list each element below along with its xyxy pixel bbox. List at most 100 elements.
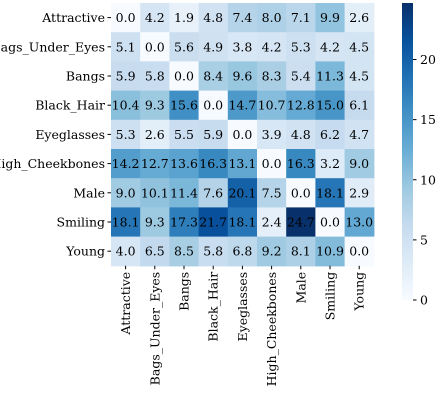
heatmap-cell <box>257 90 287 121</box>
heatmap-cell <box>111 207 141 238</box>
heatmap-cell <box>286 119 316 150</box>
heatmap-cell <box>140 149 170 179</box>
heatmap-cell <box>227 178 258 208</box>
heatmap-cell <box>315 90 346 121</box>
row-label-smiling: Smiling <box>57 215 105 230</box>
cell-value-label: 9.0 <box>349 156 369 171</box>
cell-value-label: 16.3 <box>199 156 227 171</box>
cell-value-label: 18.1 <box>228 215 256 230</box>
heatmap-cell <box>198 149 229 179</box>
heatmap-cell <box>198 3 229 33</box>
cell-value-label: 8.1 <box>291 244 311 259</box>
heatmap-cell <box>286 149 316 179</box>
cell-value-label: 6.1 <box>349 98 369 113</box>
cell-value-label: 10.4 <box>112 98 140 113</box>
colorbar-tick-label: 10 <box>420 172 436 187</box>
column-label-bags-under-eyes: Bags_Under_Eyes <box>147 272 162 386</box>
cell-value-label: 5.9 <box>203 127 223 142</box>
cell-value-label: 5.6 <box>174 39 194 54</box>
heatmap-cell <box>257 3 287 33</box>
row-label-bags-under-eyes: Bags_Under_Eyes <box>0 39 105 54</box>
heatmap-cell <box>140 3 170 33</box>
heatmap-cell <box>344 90 375 121</box>
heatmap-cell <box>286 32 316 62</box>
column-label-black-hair: Black_Hair <box>206 272 221 342</box>
heatmap-cell <box>169 149 200 179</box>
heatmap-cell <box>198 119 229 150</box>
heatmap-cell <box>140 32 170 62</box>
heatmap-cell <box>257 236 287 267</box>
cell-value-label: 8.4 <box>203 69 223 84</box>
cell-value-label: 11.3 <box>316 69 344 84</box>
heatmap-cell <box>315 149 346 179</box>
cell-value-label: 16.3 <box>287 156 315 171</box>
column-label-eyeglasses: Eyeglasses <box>235 272 250 342</box>
heatmap-cells: 0.0 4.2 1.9 4.8 7.4 8.0 7.1 9.9 2.6 5.1 0.0 5.6 4.9 3… <box>111 3 375 267</box>
cell-value-label: 9.9 <box>320 10 340 25</box>
cell-value-label: 5.9 <box>116 69 136 84</box>
cell-value-label: 10.1 <box>141 185 169 200</box>
cell-value-label: 4.2 <box>320 39 340 54</box>
heatmap-cell <box>169 178 200 208</box>
colorbar-tick-label: 20 <box>420 52 436 67</box>
row-label-young: Young <box>65 244 105 259</box>
heatmap-cell <box>286 61 316 92</box>
heatmap-cell <box>111 90 141 121</box>
cell-value-label: 10.9 <box>316 244 344 259</box>
cell-value-label: 4.8 <box>291 127 311 142</box>
heatmap-cell <box>198 207 229 238</box>
heatmap-cell <box>344 61 375 92</box>
heatmap-cell <box>344 149 375 179</box>
cell-value-label: 8.3 <box>262 69 282 84</box>
row-label-eyeglasses: Eyeglasses <box>35 127 105 142</box>
row-label-black-hair: Black_Hair <box>35 98 105 113</box>
cell-value-label: 3.8 <box>232 39 252 54</box>
heatmap-cell <box>111 3 141 33</box>
cell-value-label: 15.0 <box>316 98 344 113</box>
cell-value-label: 0.0 <box>174 69 194 84</box>
cell-value-label: 5.8 <box>203 244 223 259</box>
heatmap-cell <box>286 236 316 267</box>
heatmap-cell <box>169 61 200 92</box>
heatmap-cell <box>315 3 346 33</box>
cell-value-label: 4.2 <box>262 39 282 54</box>
cell-value-label: 0.0 <box>320 215 340 230</box>
heatmap-cell <box>344 119 375 150</box>
cell-value-label: 6.5 <box>145 244 165 259</box>
heatmap-cell <box>140 119 170 150</box>
cell-value-label: 2.6 <box>349 10 369 25</box>
heatmap-cell <box>257 178 287 208</box>
cell-value-label: 5.4 <box>291 69 311 84</box>
column-label-attractive: Attractive <box>118 272 133 336</box>
cell-value-label: 15.6 <box>170 98 198 113</box>
cell-value-label: 5.1 <box>116 39 136 54</box>
heatmap-cell <box>227 149 258 179</box>
cell-value-label: 3.2 <box>320 156 340 171</box>
colorbar-gradient <box>402 3 413 300</box>
cell-value-label: 9.3 <box>145 215 165 230</box>
heatmap-cell <box>286 90 316 121</box>
cell-value-label: 14.2 <box>112 156 140 171</box>
heatmap-cell <box>111 32 141 62</box>
heatmap-cell <box>257 207 287 238</box>
row-label-attractive: Attractive <box>41 10 105 25</box>
cell-value-label: 5.8 <box>145 69 165 84</box>
cell-value-label: 4.5 <box>349 69 369 84</box>
heatmap-cell <box>198 32 229 62</box>
heatmap-cell <box>198 61 229 92</box>
heatmap-cell <box>169 236 200 267</box>
heatmap-cell <box>140 207 170 238</box>
cell-value-label: 9.2 <box>262 244 282 259</box>
heatmap-cell <box>344 32 375 62</box>
cell-value-label: 13.6 <box>170 156 198 171</box>
cell-value-label: 13.1 <box>228 156 256 171</box>
cell-value-label: 7.4 <box>232 10 252 25</box>
heatmap-cell <box>315 119 346 150</box>
heatmap-cell <box>198 90 229 121</box>
heatmap-cell <box>227 236 258 267</box>
cell-value-label: 0.0 <box>203 98 223 113</box>
cell-value-label: 0.0 <box>291 185 311 200</box>
heatmap-cell <box>111 149 141 179</box>
column-label-bangs: Bangs <box>177 272 192 311</box>
cell-value-label: 4.7 <box>349 127 369 142</box>
